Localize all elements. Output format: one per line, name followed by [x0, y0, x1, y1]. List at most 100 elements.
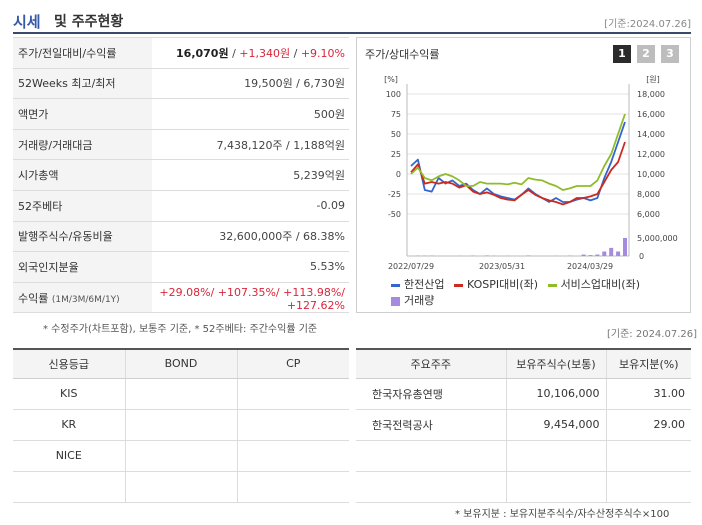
table-row: [356, 440, 691, 472]
column-header: CP: [237, 349, 349, 379]
relative-return-chart: [%] [원] 100 18,000 75 16,000 50 14,000 25 12,000 0…: [384, 75, 678, 271]
quote-row-key: 거래량/거래대금: [13, 129, 152, 161]
credit-rating-table: 신용등급 BOND CP KIS KR NICE: [13, 348, 349, 503]
table-cell: [125, 378, 238, 410]
section-title-sub: 및 주주현황: [54, 14, 124, 30]
table-cell: [13, 471, 126, 503]
holder-name: [356, 471, 507, 503]
quote-row-key: 52주베타: [13, 190, 152, 222]
current-price: 16,070원: [176, 46, 229, 60]
holder-ratio: [606, 440, 691, 472]
x-tick-label: 2023/05/31: [479, 262, 525, 271]
legend-item: 한전산업: [391, 277, 444, 293]
legend-swatch: [391, 296, 400, 306]
section-header: 시세 및 주주현황 [기준:2024.07.26]: [13, 8, 691, 34]
right-tick-label: 12,000: [637, 150, 665, 159]
right-tick-label: 10,000: [637, 170, 665, 179]
left-axis-unit: [%]: [384, 75, 398, 84]
left-tick-label: 100: [386, 90, 401, 99]
returns-line-1: +29.08%/ +107.35%/ +113.98%/: [159, 286, 345, 300]
table-row: 한국전력공사 9,454,000 29.00: [356, 409, 691, 441]
volume-tick-label: 5,000,000: [637, 234, 678, 243]
legend-swatch: [391, 283, 400, 287]
table-cell: [125, 471, 238, 503]
legend-label: 한전산업: [404, 278, 445, 291]
holder-name: 한국전력공사: [356, 409, 507, 441]
holders-reference-date: [기준: 2024.07.26]: [607, 329, 698, 340]
quote-row-value: 32,600,000주 / 68.38%: [152, 221, 349, 253]
left-tick-label: 75: [391, 110, 401, 119]
right-tick-label: 6,000: [637, 210, 660, 219]
quote-row-value: -0.09: [152, 190, 349, 222]
left-tick-label: 50: [391, 130, 401, 139]
right-tick-label: 16,000: [637, 110, 665, 119]
chart-page-1-button[interactable]: 1: [613, 45, 631, 63]
reference-date: [기준:2024.07.26]: [604, 19, 691, 30]
returns-key: 수익률: [18, 291, 49, 305]
column-header: 신용등급: [13, 349, 126, 379]
volume-bar: [588, 255, 593, 256]
series-line: [410, 113, 626, 191]
table-cell: NICE: [13, 440, 126, 472]
left-tick-label: 25: [391, 150, 401, 159]
table-row: KR: [13, 409, 349, 441]
table-row: 한국자유총연맹 10,106,000 31.00: [356, 378, 691, 410]
quote-row-foreign: 외국인지분율 5.53%: [13, 251, 349, 283]
quote-row-key: 시가총액: [13, 159, 152, 191]
quote-footnote: * 수정주가(차트포함), 보통주 기준, * 52주베타: 주간수익률 기준: [43, 324, 318, 335]
quote-row-52weeks: 52Weeks 최고/최저 19,500원 / 6,730원: [13, 68, 349, 100]
volume-bar: [595, 254, 600, 256]
quote-row-key: 수익률 (1M/3M/6M/1Y): [13, 282, 152, 314]
volume-bar: [581, 254, 586, 256]
table-cell: [237, 440, 349, 472]
quote-row-key: 외국인지분율: [13, 251, 152, 283]
right-tick-label: 8,000: [637, 190, 660, 199]
quote-row-shares: 발행주식수/유동비율 32,600,000주 / 68.38%: [13, 221, 349, 253]
right-axis-unit: [원]: [646, 75, 660, 84]
quote-row-key: 발행주식수/유동비율: [13, 221, 152, 253]
volume-bar: [609, 247, 614, 256]
table-row: NICE: [13, 440, 349, 472]
quote-row-beta: 52주베타 -0.09: [13, 190, 349, 222]
quote-row-value: 19,500원 / 6,730원: [152, 68, 349, 100]
volume-bar: [623, 238, 627, 256]
holder-ratio: [606, 471, 691, 503]
quote-row-value: 5.53%: [152, 251, 349, 283]
holder-shares: [506, 440, 607, 472]
legend-item: KOSPI대비(좌): [453, 277, 538, 293]
separator: /: [290, 46, 301, 60]
quote-row-returns: 수익률 (1M/3M/6M/1Y) +29.08%/ +107.35%/ +11…: [13, 282, 349, 314]
chart-legend: 한전산업 KOSPI대비(좌) 서비스업대비(좌) 거래량: [391, 277, 691, 309]
quote-row-par-value: 액면가 500원: [13, 98, 349, 130]
table-cell: [125, 409, 238, 441]
column-header: 보유지분(%): [606, 349, 691, 379]
holder-name: [356, 440, 507, 472]
legend-swatch: [547, 283, 557, 287]
volume-tick-label: 0: [639, 252, 644, 261]
table-cell: [237, 378, 349, 410]
quote-row-key: 주가/전일대비/수익률: [13, 37, 152, 69]
quote-row-value: 500원: [152, 98, 349, 130]
volume-bar: [602, 251, 607, 256]
x-tick-label: 2022/07/29: [388, 262, 434, 271]
quote-row-value: +29.08%/ +107.35%/ +113.98%/ +127.62%: [152, 282, 349, 314]
chart-page-2-button[interactable]: 2: [637, 45, 655, 63]
holder-ratio: 31.00: [606, 378, 691, 410]
returns-line-2: +127.62%: [286, 299, 345, 313]
volume-bar: [616, 251, 621, 256]
left-tick-label: -25: [388, 190, 401, 199]
section-title-main: 시세: [13, 13, 41, 31]
column-header: 보유주식수(보통): [506, 349, 607, 379]
quote-row-market-cap: 시가총액 5,239억원: [13, 159, 349, 191]
price-change: +1,340원: [239, 46, 291, 60]
table-row: KIS: [13, 378, 349, 410]
chart-title: 주가/상대수익률: [365, 48, 440, 61]
chart-page-3-button[interactable]: 3: [661, 45, 679, 63]
shareholding-footnote: * 보유지분 : 보유지분주식수/자수산정주식수×100: [455, 509, 670, 520]
table-cell: [237, 409, 349, 441]
quote-row-value: 16,070원 / +1,340원 / +9.10%: [152, 37, 349, 69]
volume-bar: [526, 255, 531, 256]
table-header-row: 주요주주 보유주식수(보통) 보유지분(%): [356, 349, 691, 379]
column-header: BOND: [125, 349, 238, 379]
table-row: [356, 471, 691, 503]
